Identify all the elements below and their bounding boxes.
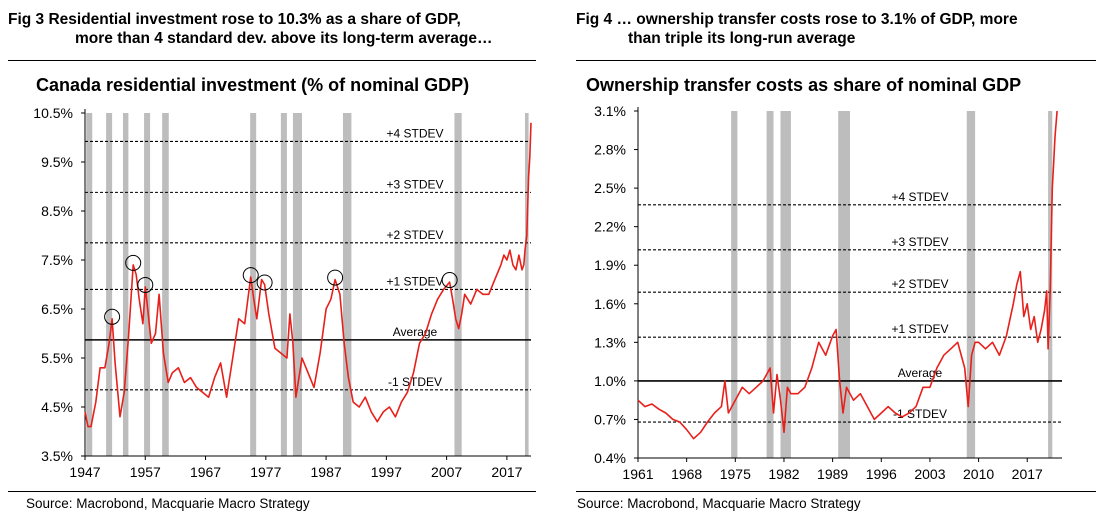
recession-band (766, 111, 774, 458)
y-tick-label: 8.5% (41, 203, 73, 219)
y-tick-label: 0.4% (594, 450, 626, 466)
reference-line-label: +1 STDEV (891, 322, 948, 336)
x-tick-label: 1977 (250, 464, 281, 480)
y-tick-label: 7.5% (41, 252, 73, 268)
reference-line-label: +2 STDEV (891, 277, 948, 291)
recession-band (731, 111, 738, 458)
fig4-header: Fig 4 … ownership transfer costs rose to… (576, 10, 1018, 48)
recession-band (524, 113, 529, 456)
fig3-chart-title: Canada residential investment (% of nomi… (36, 75, 470, 95)
x-tick-label: 1989 (817, 466, 848, 482)
x-tick-label: 1968 (671, 466, 702, 482)
fig3-header-line2: more than 4 standard dev. above its long… (75, 30, 493, 47)
fig4-header-line1: Fig 4 … ownership transfer costs rose to… (576, 11, 1018, 28)
peak-circle (104, 308, 121, 325)
y-tick-label: 0.7% (594, 411, 626, 427)
x-tick-label: 1996 (866, 466, 897, 482)
fig4-header-line2: than triple its long-run average (628, 30, 856, 47)
y-tick-label: 3.5% (41, 448, 73, 464)
x-tick-label: 1957 (130, 464, 161, 480)
y-tick-label: 4.5% (41, 399, 73, 415)
reference-line-label: -1 STDEV (388, 375, 442, 389)
recession-band (292, 113, 302, 456)
y-tick-label: 1.3% (594, 334, 626, 350)
recession-band (122, 113, 129, 456)
fig4-panel (576, 60, 1096, 492)
recession-band (106, 113, 113, 456)
y-tick-label: 6.5% (41, 301, 73, 317)
y-tick-label: 1.9% (594, 257, 626, 273)
recession-band (342, 113, 352, 456)
recession-band (780, 111, 791, 458)
x-tick-label: 2010 (963, 466, 994, 482)
peak-circle (327, 269, 344, 286)
recession-band (454, 113, 462, 456)
fig3-panel (8, 60, 536, 492)
reference-line-label: -1 STDEV (893, 407, 947, 421)
x-tick-label: 1947 (69, 464, 100, 480)
y-tick-label: 3.1% (594, 103, 626, 119)
x-tick-label: 1987 (311, 464, 342, 480)
recession-band (838, 111, 850, 458)
y-tick-label: 2.2% (594, 219, 626, 235)
reference-line-label: +4 STDEV (386, 126, 443, 140)
peak-circle (256, 274, 273, 291)
y-tick-label: 1.6% (594, 296, 626, 312)
x-tick-label: 2017 (491, 464, 522, 480)
reference-line-label: +3 STDEV (891, 235, 948, 249)
reference-line-label: +1 STDEV (386, 274, 443, 288)
recession-band (86, 113, 93, 456)
x-tick-label: 2003 (914, 466, 945, 482)
x-tick-label: 2017 (1012, 466, 1043, 482)
fig4-source: Source: Macrobond, Macquarie Macro Strat… (577, 496, 861, 511)
x-tick-label: 1982 (768, 466, 799, 482)
recession-band (250, 113, 257, 456)
x-tick-label: 2007 (431, 464, 462, 480)
fig4-chart-title: Ownership transfer costs as share of nom… (586, 75, 1022, 95)
y-tick-label: 5.5% (41, 350, 73, 366)
y-tick-label: 2.8% (594, 142, 626, 158)
y-tick-label: 9.5% (41, 154, 73, 170)
x-tick-label: 1961 (622, 466, 653, 482)
y-tick-label: 1.0% (594, 373, 626, 389)
y-tick-label: 10.5% (33, 105, 73, 121)
peak-circle (242, 267, 259, 284)
reference-line-label: +4 STDEV (891, 190, 948, 204)
recession-band (144, 113, 151, 456)
series-line (84, 122, 532, 428)
recession-band (966, 111, 976, 458)
x-tick-label: 1967 (190, 464, 221, 480)
peak-circle (441, 272, 458, 289)
recession-band (280, 113, 287, 456)
reference-line-label: +2 STDEV (386, 228, 443, 242)
y-tick-label: 2.5% (594, 180, 626, 196)
fig3-header-line1: Fig 3 Residential investment rose to 10.… (8, 11, 461, 28)
series-line (637, 110, 1058, 440)
x-tick-label: 1997 (371, 464, 402, 480)
fig3-header: Fig 3 Residential investment rose to 10.… (8, 10, 492, 48)
peak-circle (137, 276, 154, 293)
x-tick-label: 1975 (720, 466, 751, 482)
reference-line-label: Average (898, 366, 943, 380)
peak-circle (125, 254, 142, 271)
fig3-source: Source: Macrobond, Macquarie Macro Strat… (26, 496, 310, 511)
reference-line-label: +3 STDEV (386, 177, 443, 191)
recession-band (162, 113, 169, 456)
